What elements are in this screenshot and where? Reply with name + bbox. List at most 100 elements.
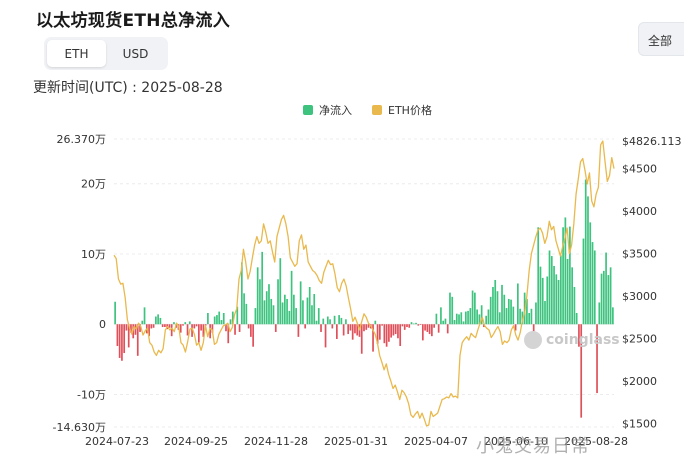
inflow-bar: [173, 322, 175, 325]
legend-label-1: ETH价格: [388, 103, 432, 117]
inflow-bar: [498, 312, 501, 325]
inflow-bar: [157, 314, 159, 325]
right-tick-label: $2000: [622, 375, 657, 388]
inflow-bar: [584, 179, 587, 325]
range-select-button[interactable]: 全部: [638, 22, 684, 56]
inflow-bar: [605, 252, 607, 325]
inflow-bar: [148, 324, 150, 337]
inflow-bar: [562, 227, 564, 325]
inflow-bar: [272, 305, 275, 325]
inflow-bar: [265, 291, 268, 325]
inflow-bar: [218, 311, 221, 325]
left-tick-label: 20万: [81, 178, 106, 191]
inflow-bar: [435, 313, 438, 325]
inflow-bar: [471, 290, 474, 325]
inflow-bar: [188, 321, 191, 325]
inflow-bar: [462, 321, 465, 325]
inflow-bar: [440, 307, 442, 325]
inflow-bar: [575, 312, 578, 325]
inflow-bar: [231, 311, 234, 325]
range-select-label: 全部: [648, 34, 673, 48]
inflow-bar: [308, 287, 311, 325]
source-watermark: 小鬼交易日常: [476, 436, 590, 457]
coinglass-logo-icon: [524, 331, 542, 349]
inflow-bar: [426, 324, 429, 332]
toggle-usd-button[interactable]: USD: [122, 46, 149, 61]
inflow-bar: [392, 324, 395, 336]
inflow-bar: [535, 302, 537, 325]
inflow-bar: [320, 324, 322, 332]
inflow-bar: [143, 307, 146, 325]
left-tick-label: 26.370万: [57, 133, 107, 146]
inflow-bar: [216, 315, 218, 325]
inflow-bar: [279, 258, 282, 325]
inflow-bar: [458, 314, 460, 325]
inflow-bar: [444, 318, 447, 325]
inflow-bar: [573, 287, 576, 325]
inflow-bar: [243, 293, 245, 325]
inflow-bar: [245, 303, 248, 325]
inflow-bar: [446, 324, 449, 334]
inflow-bar: [557, 279, 560, 325]
inflow-bar: [114, 301, 116, 325]
inflow-bar: [263, 300, 266, 325]
inflow-bar: [569, 226, 571, 325]
inflow-bar: [609, 267, 612, 325]
inflow-bar: [390, 324, 392, 338]
inflow-bar: [209, 324, 212, 339]
inflow-bar: [374, 320, 377, 325]
inflow-bar: [347, 324, 350, 335]
inflow-bar: [408, 324, 411, 328]
inflow-bar: [388, 324, 390, 342]
inflow-bar: [517, 283, 519, 325]
x-tick-label: 2025-08-28: [564, 435, 628, 448]
inflow-bar: [510, 299, 512, 325]
right-tick-label: $4500: [622, 163, 657, 176]
toggle-eth-button[interactable]: ETH: [47, 40, 106, 67]
inflow-bar: [526, 298, 528, 325]
inflow-bar: [539, 266, 542, 325]
inflow-bar: [186, 324, 189, 336]
inflow-bar: [220, 320, 223, 325]
inflow-bar: [293, 294, 295, 325]
left-tick-label: 0: [99, 318, 106, 331]
coinglass-watermark-text: coinglass: [546, 332, 620, 348]
inflow-bar: [274, 324, 277, 332]
inflow-bar: [222, 312, 225, 325]
inflow-bar: [139, 324, 141, 332]
inflow-bar: [351, 324, 354, 340]
inflow-bar: [591, 242, 594, 325]
inflow-bar: [345, 319, 347, 325]
inflow-bar: [184, 322, 187, 325]
inflow-bar: [503, 294, 506, 325]
inflow-bar: [589, 222, 592, 325]
inflow-bar: [367, 324, 370, 328]
inflow-bar: [247, 324, 250, 329]
inflow-bar: [451, 296, 454, 325]
legend-label-0: 净流入: [319, 103, 352, 117]
eth-price-line: [113, 140, 615, 427]
x-tick-label: 2024-11-28: [244, 435, 308, 448]
inflow-bar: [376, 324, 379, 344]
inflow-bar: [399, 324, 402, 347]
inflow-bar: [553, 265, 555, 325]
inflow-bar: [168, 324, 171, 328]
inflow-bar: [598, 302, 601, 325]
inflow-bar: [428, 324, 431, 335]
inflow-bar: [225, 324, 227, 332]
inflow-bar: [494, 279, 497, 325]
inflow-bar: [607, 275, 610, 325]
x-tick-label: 2024-09-25: [164, 435, 228, 448]
inflow-bar: [164, 324, 166, 328]
inflow-bar: [134, 324, 137, 335]
inflow-bar: [487, 309, 490, 325]
inflow-bar: [578, 324, 580, 347]
inflow-bar: [326, 316, 329, 325]
inflow-bar: [505, 308, 508, 325]
inflow-bar: [612, 307, 614, 325]
inflow-bar: [587, 196, 589, 325]
left-tick-label: -10万: [77, 388, 106, 401]
right-tick-label: $3500: [622, 248, 657, 261]
inflow-bar: [211, 324, 214, 333]
inflow-bar: [397, 324, 399, 339]
